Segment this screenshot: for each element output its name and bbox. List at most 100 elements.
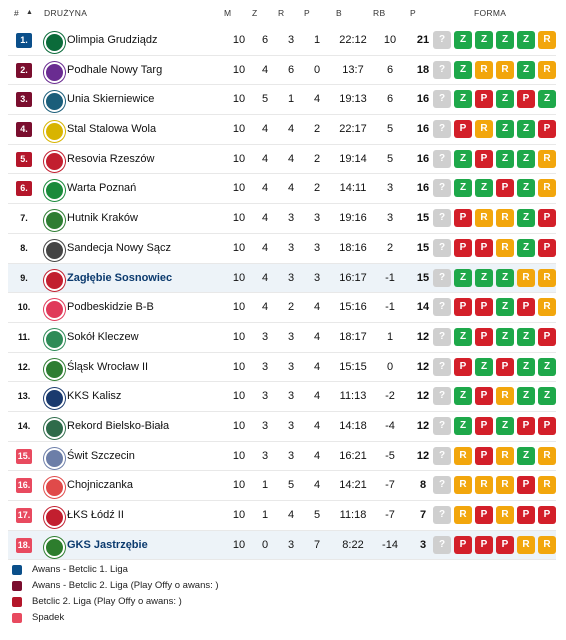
team-name[interactable]: KKS Kalisz (67, 390, 122, 403)
table-row[interactable]: 16. Chojniczanka 10 1 5 4 14:21 -7 8? R R R P R (8, 471, 556, 501)
form-badge[interactable]: Z (496, 416, 514, 435)
form-badge[interactable]: R (454, 446, 472, 465)
team-name[interactable]: ŁKS Łódź II (67, 509, 124, 521)
form-badge[interactable]: R (538, 31, 556, 49)
table-row[interactable]: 17. ŁKS Łódź II 10 1 4 5 11:18 -7 7? R P R P P (8, 501, 556, 531)
form-badge[interactable]: Z (538, 90, 556, 109)
team-name[interactable]: Chojniczanka (67, 479, 134, 492)
form-badge-upcoming[interactable]: ? (433, 387, 451, 406)
form-badge[interactable]: P (475, 446, 493, 465)
form-badge[interactable]: Z (517, 387, 535, 406)
form-badge-upcoming[interactable]: ? (433, 149, 451, 168)
form-badge[interactable]: P (475, 535, 493, 554)
form-badge[interactable]: Z (538, 387, 556, 406)
form-badge[interactable]: Z (454, 90, 472, 109)
form-badge-upcoming[interactable]: ? (433, 357, 451, 376)
form-badge[interactable]: R (496, 238, 514, 257)
table-row[interactable]: 13. KKS Kalisz 10 3 3 4 11:13 -2 12? Z P R Z Z (8, 382, 556, 412)
form-badge-upcoming[interactable]: ? (433, 60, 451, 79)
team-name[interactable]: Śląsk Wrocław II (67, 360, 149, 373)
form-badge[interactable]: P (475, 238, 493, 257)
form-badge[interactable]: R (538, 179, 556, 198)
team-name[interactable]: GKS Jastrzębie (67, 538, 148, 551)
form-badge[interactable]: Z (496, 31, 514, 49)
form-badge[interactable]: R (538, 149, 556, 168)
form-badge[interactable]: Z (496, 298, 514, 317)
form-badge[interactable]: P (517, 476, 535, 495)
team-name[interactable]: Zagłębie Sosnowiec (67, 271, 173, 284)
form-badge[interactable]: Z (454, 60, 472, 79)
table-row[interactable]: 4. Stal Stalowa Wola 10 4 4 2 22:17 5 16? P R Z Z P (8, 115, 556, 145)
form-badge[interactable]: R (538, 268, 556, 287)
form-badge[interactable]: Z (517, 149, 535, 168)
form-badge[interactable]: Z (475, 357, 493, 376)
form-badge[interactable]: R (517, 268, 535, 287)
form-badge[interactable]: R (538, 298, 556, 317)
table-row[interactable]: 11. Sokół Kleczew 10 3 3 4 18:17 1 12? Z P Z Z P (8, 323, 556, 353)
form-badge[interactable]: Z (475, 31, 493, 49)
form-badge[interactable]: P (538, 506, 556, 524)
form-badge[interactable]: R (496, 387, 514, 406)
form-badge-upcoming[interactable]: ? (433, 327, 451, 346)
form-badge[interactable]: Z (454, 387, 472, 406)
form-badge[interactable]: P (517, 298, 535, 317)
col-p-header[interactable]: P (304, 8, 310, 18)
table-row[interactable]: 14. Rekord Bielsko-Biała 10 3 3 4 14:18 -4 12? Z P… (8, 412, 556, 442)
team-name[interactable]: Sokół Kleczew (67, 330, 139, 343)
table-row[interactable]: 12. Śląsk Wrocław II 10 3 3 4 15:15 0 12? P Z P Z Z (8, 353, 556, 383)
form-badge-upcoming[interactable]: ? (433, 268, 451, 287)
form-badge[interactable]: Z (454, 31, 472, 49)
form-badge[interactable]: R (475, 120, 493, 139)
form-badge[interactable]: P (517, 90, 535, 109)
form-badge[interactable]: Z (496, 90, 514, 109)
form-badge[interactable]: Z (517, 120, 535, 139)
form-badge[interactable]: P (538, 238, 556, 257)
form-badge-upcoming[interactable]: ? (433, 535, 451, 554)
form-badge[interactable]: R (475, 476, 493, 495)
table-row[interactable]: 6. Warta Poznań 10 4 4 2 14:11 3 16? Z Z P Z R (8, 174, 556, 205)
form-badge[interactable]: Z (517, 60, 535, 79)
form-badge[interactable]: P (475, 90, 493, 109)
form-badge[interactable]: R (496, 446, 514, 465)
form-badge-upcoming[interactable]: ? (433, 31, 451, 49)
form-badge[interactable]: R (496, 476, 514, 495)
form-badge-upcoming[interactable]: ? (433, 238, 451, 257)
form-badge[interactable]: P (496, 535, 514, 554)
form-badge[interactable]: P (538, 209, 556, 228)
form-badge[interactable]: R (496, 209, 514, 228)
table-row[interactable]: 15. Świt Szczecin 10 3 3 4 16:21 -5 12? R P R Z R (8, 442, 556, 472)
form-badge[interactable]: Z (517, 238, 535, 257)
form-badge[interactable]: P (454, 357, 472, 376)
team-name[interactable]: Unia Skierniewice (67, 93, 155, 106)
team-name[interactable]: Świt Szczecin (67, 449, 135, 462)
form-badge-upcoming[interactable]: ? (433, 416, 451, 435)
form-badge-upcoming[interactable]: ? (433, 90, 451, 109)
table-row[interactable]: 5. Resovia Rzeszów 10 4 4 2 19:14 5 16? Z P Z Z R (8, 145, 556, 175)
form-badge[interactable]: Z (517, 357, 535, 376)
team-name[interactable]: Podbeskidzie B-B (67, 301, 154, 314)
table-row[interactable]: 10. Podbeskidzie B-B 10 4 2 4 15:16 -1 14? P P Z P R (8, 293, 556, 323)
form-badge[interactable]: R (454, 476, 472, 495)
form-badge[interactable]: Z (496, 327, 514, 346)
form-badge[interactable]: Z (517, 179, 535, 198)
form-badge[interactable]: P (475, 416, 493, 435)
form-badge-upcoming[interactable]: ? (433, 476, 451, 495)
form-badge[interactable]: P (475, 327, 493, 346)
team-name[interactable]: Sandecja Nowy Sącz (67, 241, 171, 254)
form-badge[interactable]: Z (475, 179, 493, 198)
table-row[interactable]: 7. Hutnik Kraków 10 4 3 3 19:16 3 15? P R R Z P (8, 204, 556, 234)
form-badge[interactable]: R (496, 60, 514, 79)
form-badge[interactable]: Z (454, 268, 472, 287)
form-badge[interactable]: Z (454, 149, 472, 168)
form-badge[interactable]: Z (454, 179, 472, 198)
team-name[interactable]: Stal Stalowa Wola (67, 123, 157, 136)
form-badge[interactable]: Z (496, 268, 514, 287)
form-badge[interactable]: R (475, 209, 493, 228)
form-badge-upcoming[interactable]: ? (433, 298, 451, 317)
form-badge[interactable]: R (517, 535, 535, 554)
form-badge[interactable]: P (454, 209, 472, 228)
form-badge[interactable]: Z (454, 416, 472, 435)
form-badge-upcoming[interactable]: ? (433, 120, 451, 139)
form-badge[interactable]: R (538, 446, 556, 465)
col-b-header[interactable]: B (336, 8, 342, 18)
